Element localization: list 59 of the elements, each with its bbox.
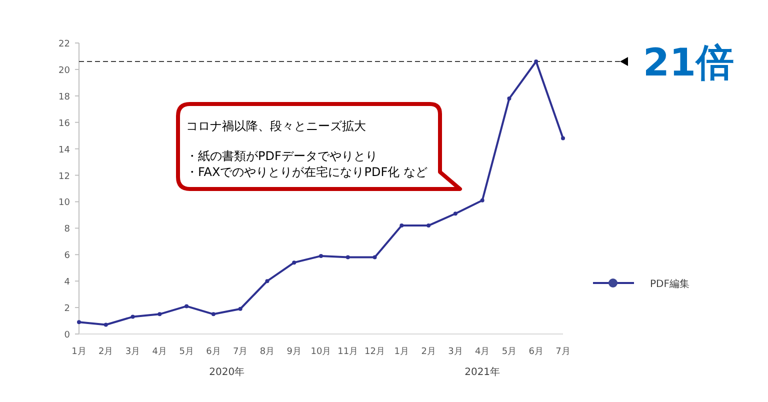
point: [238, 306, 242, 311]
y-tick-label: 2: [64, 304, 70, 314]
point: [77, 320, 81, 324]
point: [507, 96, 512, 101]
x-tick-label: 3月: [125, 347, 140, 357]
x-tick-label: 5月: [502, 347, 517, 357]
point: [158, 312, 162, 316]
ref-line-label: 21倍: [643, 40, 734, 85]
point: [104, 322, 108, 327]
x-tick-label: 4月: [152, 347, 168, 357]
point: [372, 255, 377, 260]
x-tick-label: 6月: [528, 347, 544, 357]
x-tick-label: 4月: [474, 347, 490, 357]
point: [292, 260, 296, 265]
x-tick-label: 10月: [310, 347, 332, 357]
x-tick-label: 6月: [206, 347, 221, 357]
point: [130, 314, 135, 319]
x-tick-label: 3月: [448, 347, 463, 357]
annotation: コロナ禍以降、段々とニーズ拡大: [186, 119, 366, 133]
y-tick-label: 16: [58, 118, 70, 129]
y-tick-label: 22: [58, 40, 70, 50]
point: [211, 312, 216, 316]
x-tick-label: 5月: [179, 347, 194, 357]
x-tick-label: 7月: [556, 347, 570, 357]
y-tick-label: 18: [58, 92, 70, 102]
y-tick-label: 0: [64, 330, 70, 340]
point: [453, 212, 458, 216]
x-tick-label: 2月: [421, 347, 436, 357]
x-tick-label: 9月: [286, 347, 302, 357]
point: [319, 254, 323, 258]
text: 2021年: [464, 366, 500, 378]
x-tick-label: 2月: [98, 347, 114, 357]
text: 2020年: [209, 366, 245, 378]
x-tick-label: 7月: [232, 347, 248, 357]
x-tick-label: 12月: [364, 347, 386, 357]
y-tick-label: 20: [58, 66, 70, 76]
y-tick-label: 8: [64, 224, 70, 235]
x-tick-label: 1月: [72, 347, 86, 357]
point: [426, 224, 431, 228]
x-tick-label: 1月: [394, 347, 410, 357]
y-tick-label: 12: [58, 172, 70, 182]
legend-item: PDF編集: [593, 278, 690, 290]
annotation: ・FAXでのやりとりが在宅になりPDF化 など: [186, 165, 428, 179]
callout: コロナ禍以降、段々とニーズ拡大 ・紙の書類がPDFデータでやりとり ・FAXでのやりとりが在宅になりPDF化 など: [176, 102, 462, 191]
point: [480, 198, 484, 202]
point: [184, 304, 189, 308]
annotation: ・紙の書類がPDFデータでやりとり: [186, 149, 378, 163]
y-tick-label: 14: [58, 145, 70, 156]
y-tick-label: 10: [58, 198, 70, 208]
point: [346, 255, 350, 260]
ref-line: 21倍: [78, 40, 734, 85]
y-tick-label: 4: [64, 278, 70, 288]
x-tick-label: 11月: [338, 347, 358, 357]
point: [400, 224, 404, 228]
point: [265, 279, 270, 284]
legend-label: PDF編集: [650, 278, 690, 290]
x-tick-label: 8月: [260, 347, 275, 357]
point: [561, 136, 565, 140]
y-tick-label: 6: [64, 251, 70, 262]
